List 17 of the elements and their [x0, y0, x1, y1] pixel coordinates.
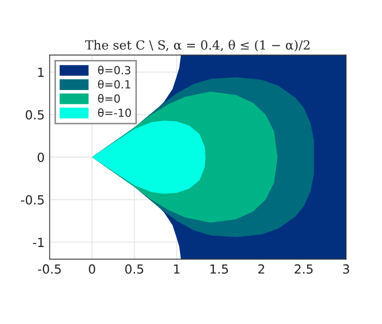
- x-tick-label: 2.5: [294, 264, 313, 274]
- x-tick-label: 3: [343, 264, 350, 274]
- y-tick-label: 0: [38, 152, 44, 162]
- legend-label: θ=0.1: [98, 80, 130, 89]
- x-tick-label: 1.5: [210, 264, 228, 274]
- y-tick-label: -1: [32, 238, 44, 247]
- legend-label: θ=0: [98, 94, 120, 103]
- x-tick-label: 2: [258, 264, 264, 274]
- y-tick-label: 1: [38, 68, 44, 77]
- y-tick-label: -0.5: [21, 195, 44, 205]
- legend-label: θ=-10: [98, 108, 131, 117]
- legend-label: θ=0.3: [98, 66, 130, 74]
- chart-title: The set C \ S, α = 0.4, θ ≤ (1 − α)/2: [85, 40, 310, 52]
- x-tick-label: 0.5: [125, 264, 144, 274]
- y-tick-label: 0.5: [26, 110, 44, 120]
- x-tick-label: 0: [88, 264, 96, 274]
- x-tick-label: 1: [174, 264, 180, 274]
